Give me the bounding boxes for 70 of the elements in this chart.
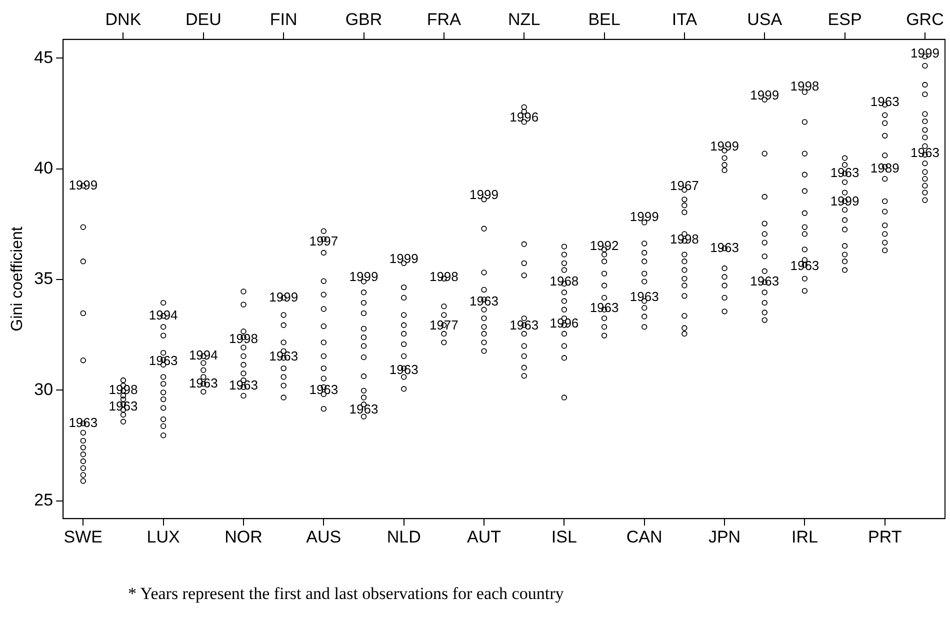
annotation: 1963 [269, 348, 298, 364]
x-tick-label: NZL [508, 10, 540, 29]
annotation: 1963 [349, 402, 378, 417]
x-tick-label: USA [747, 10, 783, 29]
x-tick-label: ISL [551, 527, 577, 546]
y-axis-title: Gini coefficient [9, 226, 26, 332]
annotation: 1996 [510, 110, 539, 125]
x-tick-label: AUS [306, 527, 342, 546]
annotation: 1998 [790, 78, 820, 94]
annotation: 1963 [229, 377, 258, 392]
annotation: 1999 [750, 87, 780, 102]
annotation: 1963 [790, 258, 820, 273]
y-tick-label: 35 [34, 269, 54, 288]
annotation: 1998 [429, 268, 458, 284]
annotation: 1998 [229, 330, 258, 346]
annotation: 1963 [188, 375, 218, 390]
x-tick-label: GBR [345, 10, 382, 29]
x-tick-label: FRA [426, 10, 462, 29]
annotation: 1999 [269, 289, 298, 304]
annotation: 1963 [630, 288, 659, 304]
x-tick-label: GRC [906, 10, 944, 29]
x-tick-label: ESP [828, 10, 862, 29]
x-tick-label: ITA [672, 10, 698, 29]
x-tick-label: FIN [270, 10, 298, 29]
y-tick-label: 45 [34, 48, 54, 67]
x-tick-label: LUX [146, 527, 180, 546]
annotation: 1994 [148, 307, 178, 322]
annotation: 1963 [590, 300, 619, 315]
annotation: 1999 [349, 268, 378, 284]
annotation: 1963 [910, 144, 940, 160]
annotation: 1999 [910, 45, 940, 60]
y-tick-label: 40 [34, 158, 54, 178]
annotation: 1999 [68, 177, 98, 192]
annotation: 1968 [550, 273, 579, 288]
annotation: 1999 [830, 194, 860, 209]
annotation: 1992 [590, 238, 619, 253]
annotation: 1963 [870, 94, 900, 110]
annotation: 1999 [630, 209, 659, 224]
x-tick-label: NLD [386, 527, 421, 546]
x-tick-label: JPN [708, 527, 741, 546]
annotation: 1977 [429, 318, 458, 333]
annotation: 1999 [470, 187, 498, 202]
annotation: 1963 [710, 240, 739, 255]
x-tick-label: DEU [185, 10, 222, 29]
annotation: 1967 [670, 178, 699, 194]
annotation: 1963 [470, 293, 498, 308]
annotation: 1963 [830, 164, 860, 180]
x-tick-label: PRT [868, 527, 902, 546]
annotation: 1996 [550, 315, 579, 330]
annotation: 1999 [710, 138, 739, 154]
annotation: 1994 [188, 348, 218, 363]
annotation: 1963 [68, 415, 98, 430]
x-tick-label: DNK [105, 10, 142, 29]
annotation: 1963 [309, 382, 338, 397]
y-tick-label: 30 [34, 380, 54, 399]
x-tick-label: BEL [588, 10, 620, 29]
annotation: 1963 [510, 318, 539, 333]
annotation: 1989 [870, 160, 900, 176]
annotation: 1963 [750, 273, 780, 288]
annotation: 1997 [309, 234, 338, 249]
x-tick-label: AUT [467, 527, 502, 546]
x-tick-label: NOR [224, 527, 262, 546]
annotation: 1963 [389, 362, 418, 377]
x-tick-label: IRL [791, 527, 818, 546]
y-tick-label: 25 [34, 490, 54, 510]
annotation: 1998 [670, 231, 699, 246]
x-tick-label: CAN [626, 527, 662, 546]
text: * Years represent the first and last observations for each country [128, 584, 564, 604]
annotation: 1999 [389, 251, 418, 266]
x-tick-label: SWE [64, 527, 103, 546]
